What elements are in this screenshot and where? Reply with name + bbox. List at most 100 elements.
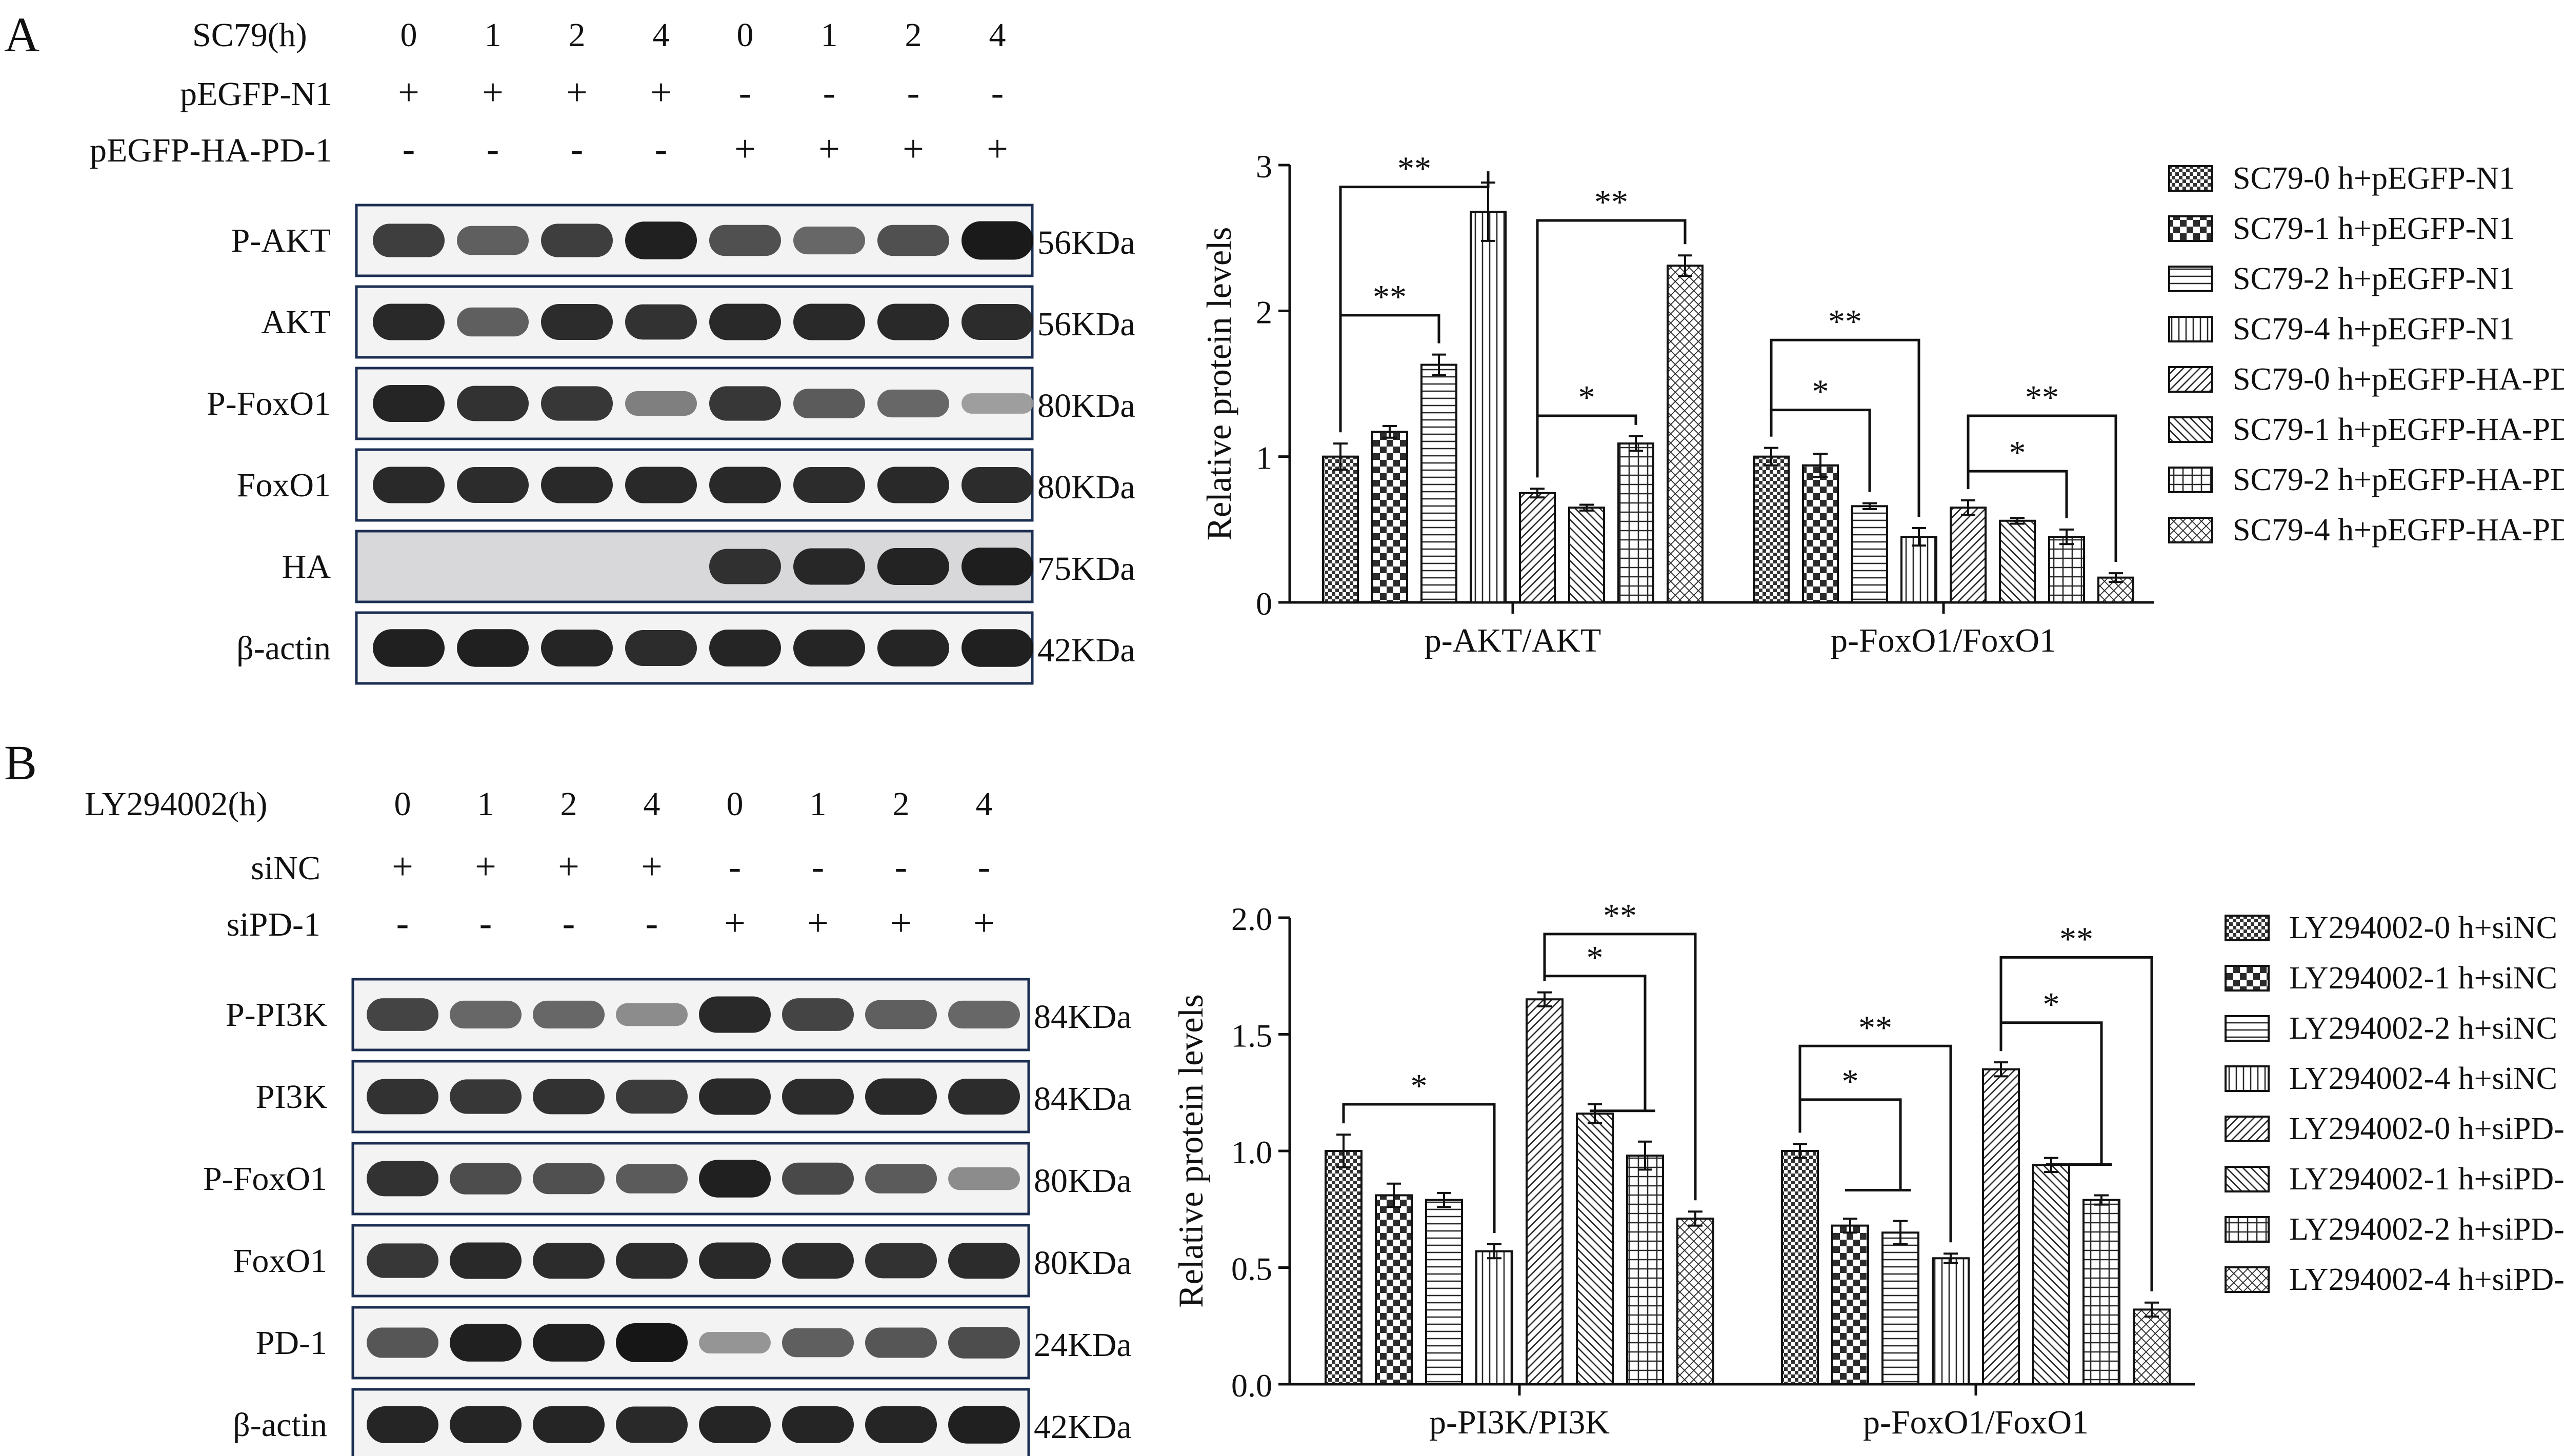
legend-label: LY294002-4 h+siNC	[2289, 1061, 2557, 1096]
protein-band	[367, 1327, 438, 1358]
condition-sign: -	[991, 72, 1004, 114]
legend-swatch	[2225, 1116, 2270, 1142]
legend-label: LY294002-1 h+siNC	[2289, 961, 2557, 996]
bar	[1900, 536, 1937, 604]
y-tick-label: 3	[1256, 148, 1272, 185]
bar	[1999, 519, 2036, 603]
condition-sign: +	[482, 72, 504, 114]
bar	[2032, 1164, 2070, 1386]
protein-band	[616, 1242, 688, 1279]
error-bar	[1432, 353, 1446, 376]
protein-band	[457, 307, 529, 337]
legend-swatch	[2168, 316, 2213, 342]
protein-band	[625, 630, 697, 666]
protein-band	[616, 1079, 688, 1114]
legend-item: LY294002-2 h+siPD-1	[2225, 1212, 2564, 1247]
significance-bracket	[1543, 933, 1697, 1201]
error-bar	[1387, 1182, 1401, 1208]
protein-band	[699, 1331, 771, 1354]
protein-band	[877, 389, 949, 418]
bar	[2082, 1199, 2120, 1386]
molecular-weight-label: 75KDa	[1037, 550, 1135, 588]
legend-label: LY294002-4 h+siPD-1	[2289, 1262, 2564, 1297]
blot-strip	[355, 611, 1034, 685]
condition-sign: -	[563, 902, 575, 944]
significance-label: **	[1397, 150, 1431, 188]
bar	[1881, 1231, 1919, 1385]
time-point-label: 2	[560, 785, 577, 823]
legend-swatch	[2168, 517, 2213, 543]
blot-protein-label: P-FoxO1	[203, 1160, 327, 1198]
protein-band	[373, 224, 445, 257]
protein-band	[699, 1406, 771, 1444]
protein-band	[865, 1243, 937, 1279]
condition-sign: -	[571, 128, 584, 170]
error-bar	[2010, 517, 2025, 525]
error-bar	[1813, 452, 1828, 478]
error-bar	[1862, 502, 1877, 511]
error-bar	[1944, 1252, 1958, 1264]
error-bar	[1678, 254, 1692, 277]
protein-band	[373, 467, 445, 503]
legend-item: LY294002-4 h+siNC	[2225, 1061, 2557, 1096]
error-bar	[1793, 1143, 1807, 1159]
legend-label: SC79-2 h+pEGFP-HA-PD-1	[2233, 462, 2564, 497]
legend-swatch	[2168, 215, 2213, 242]
legend-swatch	[2168, 416, 2213, 443]
protein-band	[533, 1079, 605, 1115]
protein-band	[782, 1406, 854, 1444]
error-bar	[1437, 1191, 1451, 1208]
panel-letter: B	[4, 735, 37, 790]
bar	[1617, 442, 1654, 603]
molecular-weight-label: 42KDa	[1037, 632, 1135, 669]
protein-band	[865, 1164, 937, 1194]
protein-band	[793, 467, 865, 503]
molecular-weight-label: 84KDa	[1034, 1080, 1132, 1118]
condition-sign: -	[396, 902, 409, 944]
protein-band	[865, 1078, 937, 1115]
legend-swatch	[2168, 366, 2213, 393]
protein-band	[450, 1324, 522, 1362]
legend-item: SC79-4 h+pEGFP-N1	[2168, 312, 2515, 347]
blot-protein-label: PD-1	[256, 1324, 327, 1362]
protein-band	[962, 393, 1033, 414]
condition-sign: +	[558, 846, 579, 888]
protein-band	[962, 467, 1033, 503]
legend-item: SC79-2 h+pEGFP-HA-PD-1	[2168, 462, 2564, 497]
blot-protein-label: FoxO1	[233, 1242, 327, 1280]
protein-band	[877, 467, 949, 503]
protein-band	[782, 998, 854, 1031]
condition-sign: -	[812, 846, 825, 888]
significance-label: **	[1373, 278, 1407, 316]
molecular-weight-label: 80KDa	[1037, 469, 1135, 506]
significance-bracket	[1999, 1021, 2112, 1166]
time-point-label: 4	[976, 785, 993, 823]
error-bar	[2094, 1194, 2109, 1206]
western-blot-b: B LY294002(h) 0 1 2 4 0 1 2 4 siNC + + + + - - - - siPD-1 - -…	[4, 735, 1132, 1456]
protein-band	[699, 996, 771, 1033]
protein-band	[948, 1078, 1020, 1115]
bar	[1526, 998, 1564, 1385]
legend-swatch	[2225, 1216, 2270, 1243]
condition-sign: -	[895, 846, 908, 888]
protein-band	[541, 224, 613, 257]
significance-label: *	[1411, 1067, 1428, 1105]
bar	[1950, 507, 1987, 604]
significance-label: **	[2025, 379, 2059, 416]
bar	[1519, 492, 1556, 603]
protein-band	[457, 467, 529, 503]
condition-label: pEGFP-HA-PD-1	[90, 132, 332, 169]
error-bar	[1764, 447, 1778, 467]
protein-band	[616, 1406, 688, 1443]
error-bar	[1893, 1220, 1908, 1245]
condition-sign: -	[655, 128, 668, 170]
protein-band	[450, 1406, 522, 1444]
error-bar	[2109, 572, 2123, 583]
panel-a: A SC79(h) 0 1 2 4 0 1 2 4 pEGFP-N1 + + + + - - - - pEGFP-HA…	[4, 7, 2564, 685]
protein-band	[450, 1000, 522, 1029]
bar	[1470, 210, 1507, 603]
molecular-weight-label: 80KDa	[1037, 387, 1135, 424]
condition-sign: -	[978, 846, 991, 888]
significance-bracket	[1536, 414, 1637, 478]
legend-item: SC79-1 h+pEGFP-N1	[2168, 211, 2515, 246]
